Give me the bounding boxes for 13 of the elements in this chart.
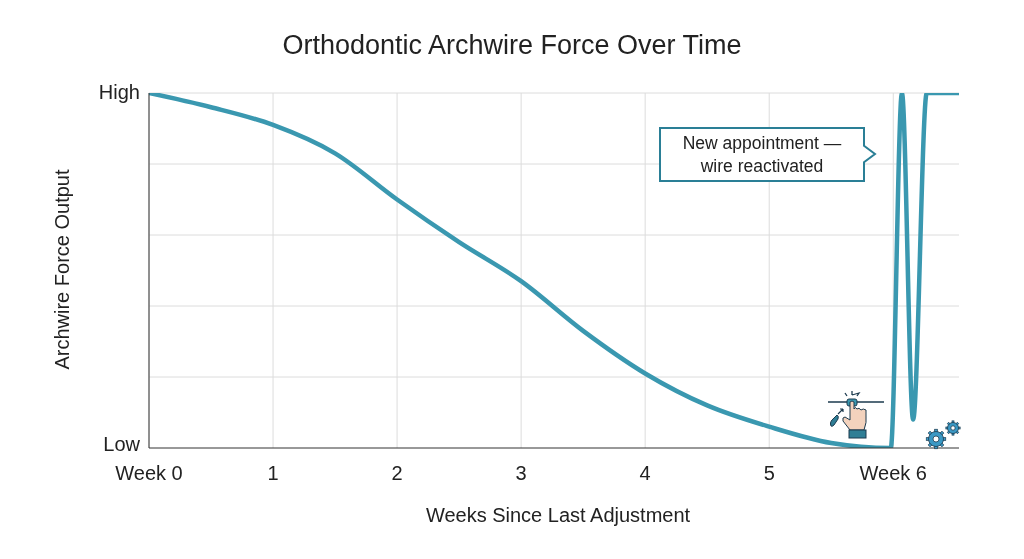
annotation: New appointment — wire reactivated — [659, 127, 865, 182]
text: High — [97, 81, 140, 104]
x-tick-label: Week 6 — [859, 462, 927, 485]
text: Low — [102, 433, 140, 456]
x-tick-label: 5 — [763, 462, 775, 485]
x-axis-title: Weeks Since Last Adjustment — [424, 504, 692, 527]
x-tick-label: 1 — [267, 462, 279, 485]
x-tick-label: Week 0 — [115, 462, 183, 485]
y-axis-title: Archwire Force Output — [50, 168, 74, 372]
x-tick-label: 3 — [515, 462, 527, 485]
chart-title: Orthodontic Archwire Force Over Time — [281, 30, 743, 61]
x-tick-label: 2 — [391, 462, 403, 485]
x-tick-label: 4 — [639, 462, 651, 485]
